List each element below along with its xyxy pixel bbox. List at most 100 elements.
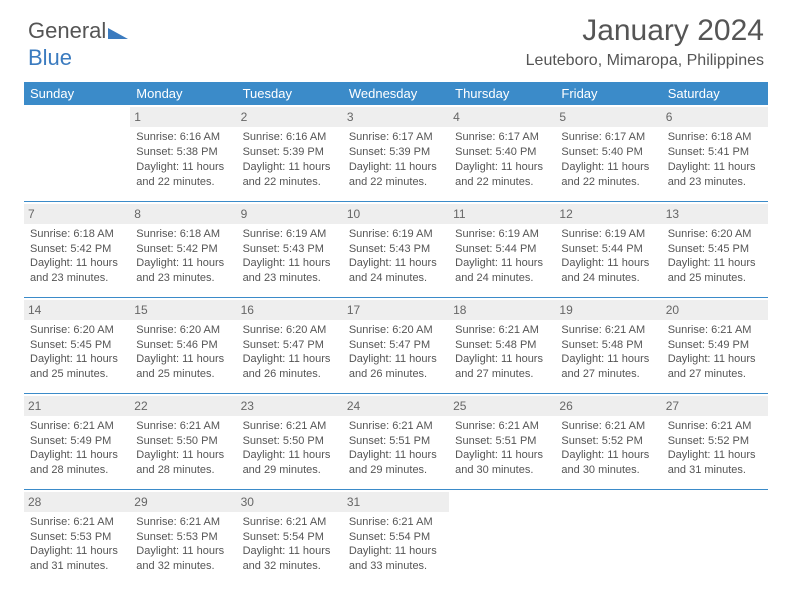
sunrise-text: Sunrise: 6:17 AM	[561, 130, 655, 145]
daylight-text: Daylight: 11 hours	[243, 448, 337, 463]
calendar-week-row: 14Sunrise: 6:20 AMSunset: 5:45 PMDayligh…	[24, 297, 768, 393]
sunset-text: Sunset: 5:41 PM	[668, 145, 762, 160]
day-info: Sunrise: 6:21 AMSunset: 5:52 PMDaylight:…	[666, 419, 764, 478]
sunrise-text: Sunrise: 6:20 AM	[243, 323, 337, 338]
daylight-text: and 31 minutes.	[30, 559, 124, 574]
logo-word2: Blue	[28, 45, 72, 70]
sunset-text: Sunset: 5:52 PM	[561, 434, 655, 449]
calendar-cell: 14Sunrise: 6:20 AMSunset: 5:45 PMDayligh…	[24, 297, 130, 393]
calendar-cell	[24, 105, 130, 201]
day-info: Sunrise: 6:17 AMSunset: 5:40 PMDaylight:…	[559, 130, 657, 189]
daylight-text: Daylight: 11 hours	[455, 352, 549, 367]
day-number: 4	[449, 107, 555, 127]
day-number: 15	[130, 300, 236, 320]
daylight-text: and 24 minutes.	[349, 271, 443, 286]
daylight-text: Daylight: 11 hours	[455, 256, 549, 271]
day-info: Sunrise: 6:21 AMSunset: 5:54 PMDaylight:…	[241, 515, 339, 574]
sunrise-text: Sunrise: 6:21 AM	[136, 515, 230, 530]
sunrise-text: Sunrise: 6:16 AM	[243, 130, 337, 145]
sunset-text: Sunset: 5:44 PM	[455, 242, 549, 257]
sunrise-text: Sunrise: 6:21 AM	[30, 419, 124, 434]
day-header: Tuesday	[237, 82, 343, 105]
daylight-text: and 28 minutes.	[136, 463, 230, 478]
sunset-text: Sunset: 5:47 PM	[243, 338, 337, 353]
day-info: Sunrise: 6:21 AMSunset: 5:53 PMDaylight:…	[134, 515, 232, 574]
sunrise-text: Sunrise: 6:19 AM	[561, 227, 655, 242]
daylight-text: and 23 minutes.	[136, 271, 230, 286]
calendar-cell: 4Sunrise: 6:17 AMSunset: 5:40 PMDaylight…	[449, 105, 555, 201]
day-info: Sunrise: 6:21 AMSunset: 5:51 PMDaylight:…	[453, 419, 551, 478]
day-info: Sunrise: 6:21 AMSunset: 5:50 PMDaylight:…	[134, 419, 232, 478]
day-number: 9	[237, 204, 343, 224]
daylight-text: Daylight: 11 hours	[561, 352, 655, 367]
day-info: Sunrise: 6:18 AMSunset: 5:42 PMDaylight:…	[28, 227, 126, 286]
calendar-cell: 13Sunrise: 6:20 AMSunset: 5:45 PMDayligh…	[662, 201, 768, 297]
sunset-text: Sunset: 5:40 PM	[561, 145, 655, 160]
daylight-text: and 31 minutes.	[668, 463, 762, 478]
daylight-text: Daylight: 11 hours	[561, 256, 655, 271]
calendar-cell: 2Sunrise: 6:16 AMSunset: 5:39 PMDaylight…	[237, 105, 343, 201]
sunset-text: Sunset: 5:45 PM	[668, 242, 762, 257]
sunset-text: Sunset: 5:44 PM	[561, 242, 655, 257]
daylight-text: and 22 minutes.	[455, 175, 549, 190]
sunrise-text: Sunrise: 6:17 AM	[349, 130, 443, 145]
calendar-cell: 5Sunrise: 6:17 AMSunset: 5:40 PMDaylight…	[555, 105, 661, 201]
day-number: 30	[237, 492, 343, 512]
sunrise-text: Sunrise: 6:20 AM	[349, 323, 443, 338]
daylight-text: Daylight: 11 hours	[455, 160, 549, 175]
sunrise-text: Sunrise: 6:21 AM	[349, 419, 443, 434]
calendar-cell: 19Sunrise: 6:21 AMSunset: 5:48 PMDayligh…	[555, 297, 661, 393]
daylight-text: Daylight: 11 hours	[561, 448, 655, 463]
daylight-text: Daylight: 11 hours	[243, 352, 337, 367]
sunset-text: Sunset: 5:47 PM	[349, 338, 443, 353]
daylight-text: Daylight: 11 hours	[349, 448, 443, 463]
day-info: Sunrise: 6:20 AMSunset: 5:47 PMDaylight:…	[347, 323, 445, 382]
day-number: 29	[130, 492, 236, 512]
day-header: Sunday	[24, 82, 130, 105]
sunset-text: Sunset: 5:38 PM	[136, 145, 230, 160]
daylight-text: Daylight: 11 hours	[668, 160, 762, 175]
sunrise-text: Sunrise: 6:21 AM	[561, 323, 655, 338]
daylight-text: and 25 minutes.	[136, 367, 230, 382]
day-number: 17	[343, 300, 449, 320]
daylight-text: Daylight: 11 hours	[668, 448, 762, 463]
daylight-text: Daylight: 11 hours	[136, 352, 230, 367]
calendar-cell	[555, 489, 661, 585]
day-info: Sunrise: 6:21 AMSunset: 5:50 PMDaylight:…	[241, 419, 339, 478]
calendar-cell: 26Sunrise: 6:21 AMSunset: 5:52 PMDayligh…	[555, 393, 661, 489]
calendar-week-row: 28Sunrise: 6:21 AMSunset: 5:53 PMDayligh…	[24, 489, 768, 585]
calendar-cell: 30 Sunrise: 6:21 AMSunset: 5:54 PMDayligh…	[237, 489, 343, 585]
day-number: 31	[343, 492, 449, 512]
sunrise-text: Sunrise: 6:18 AM	[30, 227, 124, 242]
sunset-text: Sunset: 5:48 PM	[561, 338, 655, 353]
day-info: Sunrise: 6:21 AMSunset: 5:49 PMDaylight:…	[28, 419, 126, 478]
day-info: Sunrise: 6:18 AMSunset: 5:42 PMDaylight:…	[134, 227, 232, 286]
calendar-cell: 15Sunrise: 6:20 AMSunset: 5:46 PMDayligh…	[130, 297, 236, 393]
sunrise-text: Sunrise: 6:16 AM	[136, 130, 230, 145]
day-info: Sunrise: 6:20 AMSunset: 5:45 PMDaylight:…	[28, 323, 126, 382]
day-number: 3	[343, 107, 449, 127]
sunset-text: Sunset: 5:49 PM	[668, 338, 762, 353]
calendar-cell: 17 Sunrise: 6:20 AMSunset: 5:47 PMDayligh…	[343, 297, 449, 393]
sunset-text: Sunset: 5:42 PM	[136, 242, 230, 257]
daylight-text: and 27 minutes.	[668, 367, 762, 382]
sunrise-text: Sunrise: 6:21 AM	[668, 323, 762, 338]
daylight-text: Daylight: 11 hours	[30, 448, 124, 463]
day-number: 12	[555, 204, 661, 224]
calendar-cell: 28Sunrise: 6:21 AMSunset: 5:53 PMDayligh…	[24, 489, 130, 585]
daylight-text: Daylight: 11 hours	[561, 160, 655, 175]
sunrise-text: Sunrise: 6:21 AM	[455, 323, 549, 338]
day-info: Sunrise: 6:19 AMSunset: 5:43 PMDaylight:…	[241, 227, 339, 286]
page-title: January 2024	[582, 14, 764, 48]
day-number: 1	[130, 107, 236, 127]
daylight-text: and 23 minutes.	[668, 175, 762, 190]
calendar-cell: 7Sunrise: 6:18 AMSunset: 5:42 PMDaylight…	[24, 201, 130, 297]
daylight-text: and 30 minutes.	[561, 463, 655, 478]
day-number: 25	[449, 396, 555, 416]
daylight-text: and 22 minutes.	[243, 175, 337, 190]
calendar-cell: 27Sunrise: 6:21 AMSunset: 5:52 PMDayligh…	[662, 393, 768, 489]
day-info: Sunrise: 6:19 AMSunset: 5:43 PMDaylight:…	[347, 227, 445, 286]
sunset-text: Sunset: 5:39 PM	[243, 145, 337, 160]
calendar-cell: 1Sunrise: 6:16 AMSunset: 5:38 PMDaylight…	[130, 105, 236, 201]
calendar-cell: 18Sunrise: 6:21 AMSunset: 5:48 PMDayligh…	[449, 297, 555, 393]
